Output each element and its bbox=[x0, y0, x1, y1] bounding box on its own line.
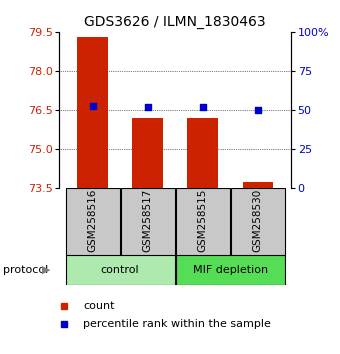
Text: percentile rank within the sample: percentile rank within the sample bbox=[83, 319, 271, 329]
Text: GSM258516: GSM258516 bbox=[87, 188, 98, 252]
Text: GSM258515: GSM258515 bbox=[198, 188, 208, 252]
Text: control: control bbox=[101, 265, 139, 275]
Text: protocol: protocol bbox=[3, 265, 49, 275]
Bar bbox=[121, 188, 174, 255]
Bar bbox=[66, 255, 174, 285]
Point bbox=[90, 103, 95, 109]
Text: MIF depletion: MIF depletion bbox=[192, 265, 268, 275]
Bar bbox=[231, 188, 285, 255]
Bar bbox=[176, 188, 230, 255]
Text: GSM258517: GSM258517 bbox=[142, 188, 153, 252]
Text: ▶: ▶ bbox=[42, 265, 50, 275]
Bar bbox=[66, 188, 119, 255]
Bar bbox=[242, 182, 273, 188]
Text: count: count bbox=[83, 301, 115, 311]
Title: GDS3626 / ILMN_1830463: GDS3626 / ILMN_1830463 bbox=[84, 16, 266, 29]
Bar bbox=[78, 37, 108, 188]
Bar bbox=[133, 118, 163, 188]
Point bbox=[255, 107, 260, 113]
Text: GSM258530: GSM258530 bbox=[253, 188, 263, 252]
Bar bbox=[176, 255, 285, 285]
Point bbox=[145, 104, 150, 109]
Point bbox=[200, 104, 205, 109]
Bar bbox=[187, 118, 218, 188]
